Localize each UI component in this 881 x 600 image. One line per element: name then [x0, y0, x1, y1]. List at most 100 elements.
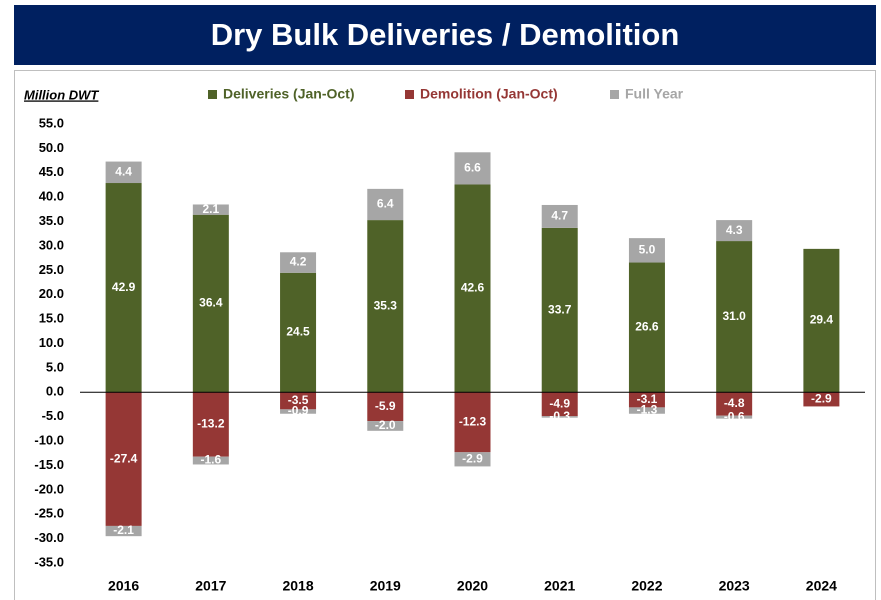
x-tick-label: 2022	[631, 578, 662, 594]
y-tick-label: -30.0	[34, 530, 64, 545]
value-label: -3.1	[637, 392, 658, 406]
x-tick-label: 2024	[806, 578, 837, 594]
value-label: 2.1	[202, 202, 219, 216]
legend-label: Full Year	[625, 86, 684, 102]
y-tick-label: -5.0	[42, 408, 64, 423]
bar-segment	[454, 152, 491, 185]
bar-segment	[716, 415, 753, 419]
value-label: 33.7	[548, 302, 572, 316]
x-tick-label: 2016	[108, 578, 139, 594]
y-axis-label: Million DWT	[24, 87, 99, 102]
value-label: -0.9	[288, 404, 309, 418]
bar-segment	[105, 392, 142, 526]
bar-segment	[541, 227, 578, 393]
value-label: 42.6	[461, 281, 485, 295]
y-tick-label: 5.0	[46, 359, 64, 374]
legend-swatch	[610, 90, 619, 99]
x-tick-label: 2021	[544, 578, 575, 594]
chart-frame	[14, 70, 876, 600]
value-label: 4.7	[551, 209, 568, 223]
value-label: 4.2	[290, 255, 307, 269]
y-tick-label: -35.0	[34, 554, 64, 569]
bar-segment	[192, 214, 229, 393]
y-tick-label: 45.0	[39, 164, 64, 179]
value-label: -0.6	[724, 409, 745, 423]
bar-segment	[192, 392, 229, 457]
bar-segment	[803, 392, 840, 407]
y-tick-label: -15.0	[34, 457, 64, 472]
x-tick-label: 2020	[457, 578, 488, 594]
bar-segment	[280, 272, 317, 393]
value-label: -3.5	[288, 393, 309, 407]
y-tick-label: 20.0	[39, 286, 64, 301]
y-tick-label: 25.0	[39, 262, 64, 277]
x-tick-label: 2017	[195, 578, 226, 594]
value-label: -0.3	[549, 409, 570, 423]
value-label: 4.3	[726, 223, 743, 237]
value-label: -2.9	[462, 452, 483, 466]
value-label: 35.3	[374, 298, 398, 312]
legend-label: Demolition (Jan-Oct)	[420, 86, 558, 102]
y-tick-label: -20.0	[34, 481, 64, 496]
bar-segment	[192, 204, 229, 215]
bar-segment	[454, 184, 491, 393]
y-tick-label: 10.0	[39, 335, 64, 350]
value-label: -27.4	[110, 451, 138, 465]
value-label: 36.4	[199, 296, 223, 310]
y-tick-label: 55.0	[39, 115, 64, 130]
value-label: -12.3	[459, 414, 487, 428]
title-banner	[14, 5, 876, 65]
bar-segment	[454, 452, 491, 467]
bar-segment	[280, 409, 317, 414]
legend-label: Deliveries (Jan-Oct)	[223, 86, 355, 102]
bar-segment	[541, 416, 578, 418]
value-label: 26.6	[635, 320, 659, 334]
bar-segment	[192, 456, 229, 465]
bar-segment	[628, 238, 665, 263]
value-label: 31.0	[722, 309, 746, 323]
value-label: -1.6	[200, 453, 221, 467]
bar-segment	[367, 188, 404, 221]
value-label: 4.4	[115, 164, 132, 178]
x-tick-label: 2023	[719, 578, 750, 594]
y-tick-label: -10.0	[34, 432, 64, 447]
value-label: 42.9	[112, 280, 136, 294]
value-label: 29.4	[810, 313, 834, 327]
bar-segment	[367, 421, 404, 431]
bar-segment	[716, 241, 753, 393]
value-label: -5.9	[375, 399, 396, 413]
value-label: 24.5	[286, 325, 310, 339]
value-label: -4.9	[549, 396, 570, 410]
bar-segment	[541, 392, 578, 417]
value-label: -2.1	[113, 523, 134, 537]
bar-segment	[280, 252, 317, 273]
bar-segment	[105, 183, 142, 393]
bar-segment	[716, 392, 753, 416]
y-tick-label: 30.0	[39, 237, 64, 252]
bar-segment	[716, 220, 753, 242]
bar-segment	[105, 161, 142, 184]
value-label: -4.8	[724, 396, 745, 410]
legend-swatch	[405, 90, 414, 99]
legend-swatch	[208, 90, 217, 99]
x-tick-label: 2018	[282, 578, 313, 594]
y-tick-label: -25.0	[34, 506, 64, 521]
bar-segment	[628, 262, 665, 393]
bar-segment	[105, 525, 142, 537]
y-tick-label: 15.0	[39, 311, 64, 326]
y-tick-label: 0.0	[46, 384, 64, 399]
bar-segment	[367, 392, 404, 422]
value-label: -2.0	[375, 418, 396, 432]
bar-segment	[280, 392, 317, 410]
value-label: 5.0	[639, 243, 656, 257]
value-label: 6.4	[377, 197, 394, 211]
x-tick-label: 2019	[370, 578, 401, 594]
value-label: -1.3	[637, 403, 658, 417]
value-label: 6.6	[464, 161, 481, 175]
y-tick-label: 50.0	[39, 140, 64, 155]
bar-segment	[628, 392, 665, 408]
bar-segment	[628, 407, 665, 414]
chart-title: Dry Bulk Deliveries / Demolition	[211, 17, 680, 52]
bar-segment	[367, 220, 404, 393]
